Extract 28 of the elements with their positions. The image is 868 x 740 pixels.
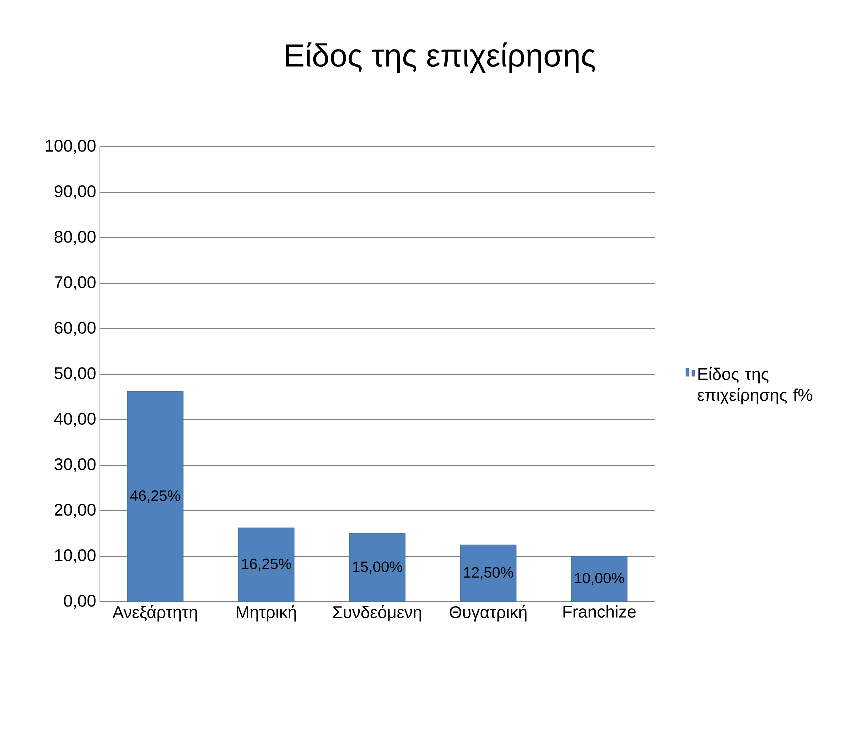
bar [238,528,295,602]
x-tick-label: Συνδεόμενη [333,606,422,622]
y-tick-label: 0,00 [64,595,96,609]
legend-label: Είδος της επιχείρησης f% [698,367,812,405]
y-tick-label: 10,00 [55,550,96,564]
bar [571,556,628,602]
data-label: 12,50% [464,567,514,580]
y-tick-label: 80,00 [54,230,96,245]
x-tick-label: Μητρική [237,606,296,622]
y-tick-label: 20,00 [54,504,96,518]
y-tick-label: 30,00 [54,458,96,472]
y-tick-label: 70,00 [54,276,96,290]
data-label: 46,25% [130,490,180,503]
data-label: 10,00% [575,573,624,586]
x-tick-label: Franchize [564,606,636,618]
y-tick-label: 100,00 [46,140,96,154]
x-tick-label: Ανεξάρτητη [112,606,198,622]
data-label: 16,25% [242,558,292,572]
bar [127,391,184,602]
bar [460,544,517,602]
chart-title: Είδος της επιχείρησης [286,42,596,74]
y-tick-label: 60,00 [54,322,96,336]
y-tick-label: 50,00 [54,368,96,382]
y-tick-label: 90,00 [54,185,96,200]
y-tick-label: 40,00 [54,413,96,427]
x-tick-label: Θυγατρική [450,606,527,622]
bar [349,534,406,602]
data-label: 15,00% [353,562,402,574]
